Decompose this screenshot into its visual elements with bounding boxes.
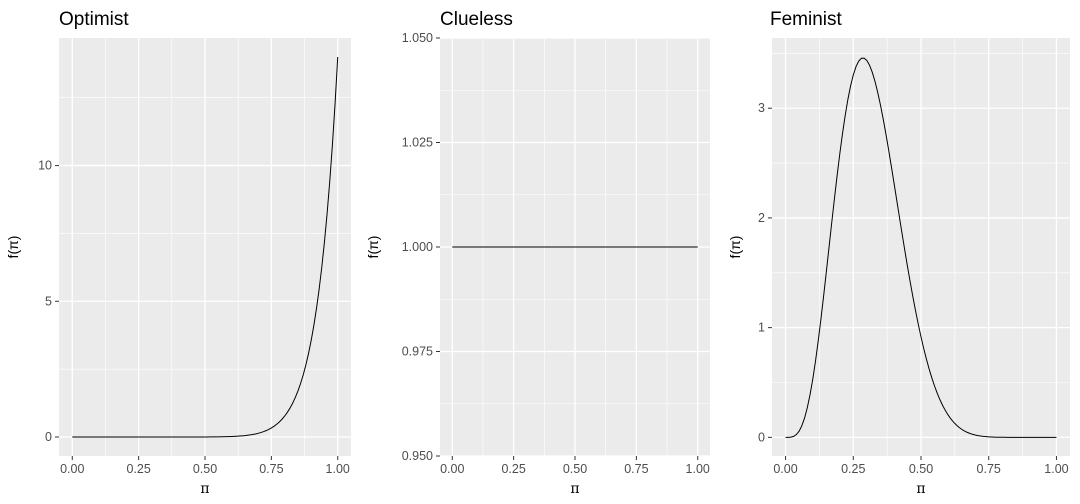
y-tick-label: 10 — [38, 159, 52, 173]
y-tick-label: 1.050 — [402, 31, 433, 45]
y-axis-title: f(π) — [5, 236, 21, 259]
y-axis-title: f(π) — [727, 236, 743, 259]
density-curve — [72, 56, 339, 438]
x-tick-label: 0.25 — [126, 462, 150, 476]
x-tick-label: 0.25 — [501, 462, 525, 476]
x-axis-title: π — [916, 481, 925, 497]
y-axis-title: f(π) — [365, 236, 381, 259]
density-curve — [785, 57, 1057, 438]
x-axis-title: π — [570, 481, 579, 497]
x-tick-label: 0.00 — [773, 462, 797, 476]
x-tick-label: 0.00 — [60, 462, 84, 476]
x-tick-label: 0.50 — [909, 462, 933, 476]
y-tick-label: 3 — [758, 101, 765, 115]
x-tick-label: 0.50 — [193, 462, 217, 476]
y-tick-label: 0 — [45, 430, 52, 444]
x-tick-label: 0.75 — [624, 462, 648, 476]
x-tick-label: 1.00 — [326, 462, 350, 476]
panel-clueless: 0.00 0.25 0.50 0.75 1.00 0.950 0.975 1.000 1.025… — [365, 9, 710, 497]
y-tick-label: 5 — [45, 294, 52, 308]
x-tick-label: 0.75 — [977, 462, 1001, 476]
panel-title: Feminist — [770, 9, 843, 30]
y-tick-label: 0.950 — [402, 449, 433, 463]
y-tick-label: 0 — [758, 430, 765, 444]
y-tick-label: 2 — [758, 211, 765, 225]
panel-title: Optimist — [59, 9, 129, 30]
x-tick-label: 1.00 — [686, 462, 710, 476]
panel-feminist: 0.00 0.25 0.50 0.75 1.00 0 1 2 3 Feminist π f(π) — [727, 9, 1070, 497]
x-tick-label: 0.25 — [841, 462, 865, 476]
y-tick-label: 1 — [758, 321, 765, 335]
x-tick-label: 1.00 — [1044, 462, 1068, 476]
x-axis-title: π — [200, 481, 209, 497]
x-tick-label: 0.00 — [440, 462, 464, 476]
y-tick-label: 1.000 — [402, 240, 433, 254]
y-tick-label: 0.975 — [402, 345, 433, 359]
panel-title: Clueless — [440, 9, 513, 30]
y-tick-label: 1.025 — [402, 136, 433, 150]
panel-optimist: 0.00 0.25 0.50 0.75 1.00 0 5 10 Optimist π f(π) — [5, 9, 351, 497]
x-tick-label: 0.75 — [259, 462, 283, 476]
x-tick-label: 0.50 — [563, 462, 587, 476]
